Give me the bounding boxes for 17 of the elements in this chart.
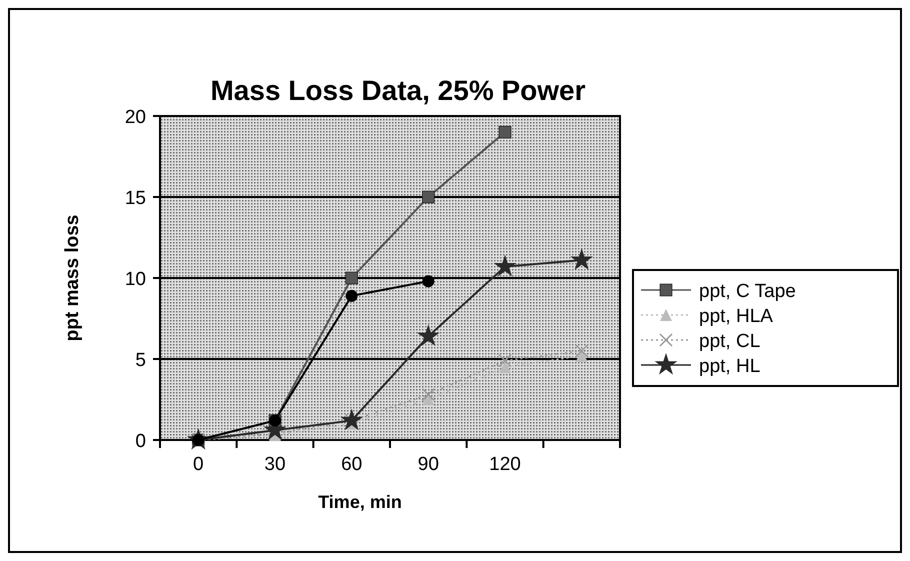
x-tick-label: 30: [264, 454, 286, 475]
y-tick-label: 15: [124, 188, 146, 209]
chart-title: Mass Loss Data, 25% Power: [210, 75, 586, 106]
y-tick-label: 20: [124, 107, 146, 128]
x-axis-title: Time, min: [318, 492, 402, 512]
x-tick-label: 0: [193, 454, 204, 475]
legend-label: ppt, HL: [699, 356, 760, 377]
legend-label: ppt, HLA: [699, 306, 774, 327]
x-tick-label: 120: [489, 454, 521, 475]
x-tick-label: 90: [418, 454, 439, 475]
y-tick-label: 5: [135, 350, 146, 371]
y-tick-label: 0: [135, 431, 146, 452]
y-axis-title: ppt mass loss: [62, 214, 83, 342]
legend-label: ppt, C Tape: [699, 281, 796, 302]
legend-label: ppt, CL: [699, 331, 760, 352]
x-tick-label: 60: [341, 454, 362, 475]
y-tick-label: 10: [124, 269, 146, 290]
